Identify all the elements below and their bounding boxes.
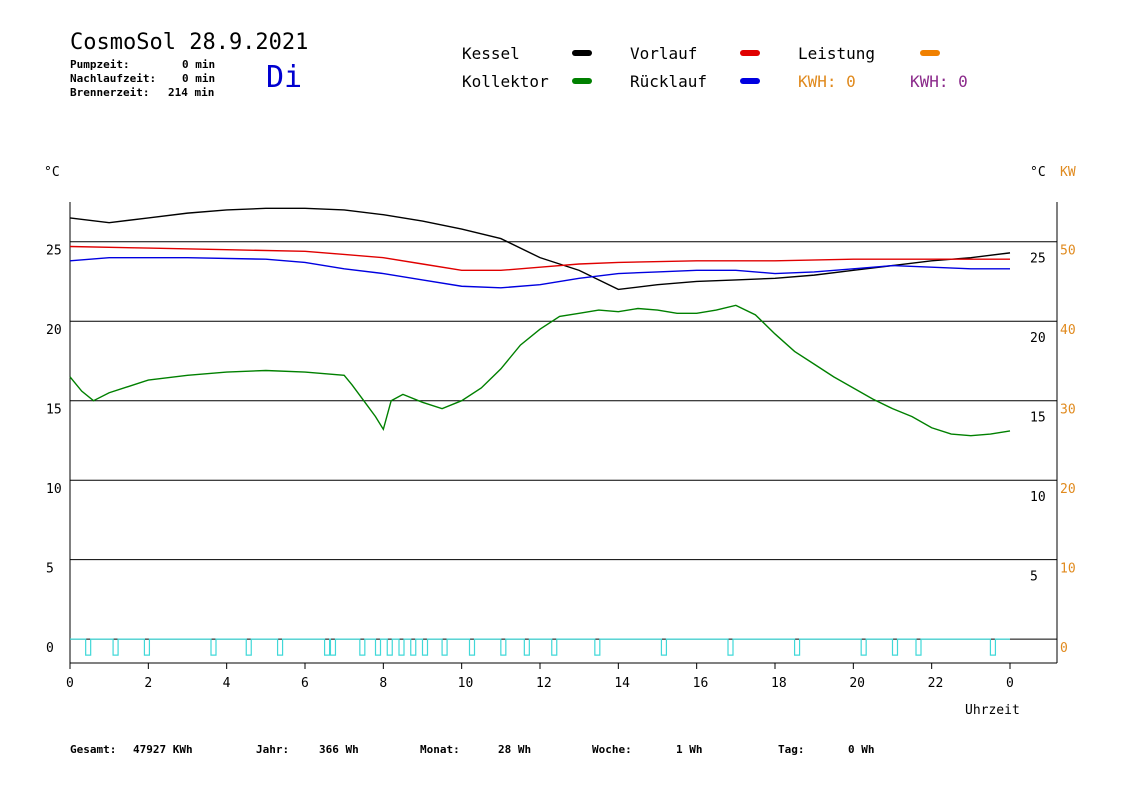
x-tick-label: 10 (458, 676, 474, 691)
x-tick-label: 0 (66, 676, 74, 691)
series-kollektor-line (69, 304, 1011, 437)
legend-vorlauf-label: Vorlauf (630, 44, 698, 63)
y-tick-label-left: 15 (46, 403, 62, 418)
y-tick-label-right-kw: 50 (1060, 244, 1076, 259)
y-tick-label-left: 5 (46, 562, 54, 577)
after-run-value: 0 min (182, 72, 216, 85)
footer-monat-label: Monat: (420, 743, 460, 756)
footer-woche-value: 1 Wh (676, 743, 703, 756)
right-axis-unit-kw: KW (1060, 165, 1076, 180)
weekday-label: Di (266, 60, 303, 95)
legend-kollektor-swatch (572, 78, 592, 84)
y-tick-label-right-c: 10 (1030, 490, 1046, 505)
y-tick-label-left: 20 (46, 323, 62, 338)
legend-leistung-swatch (920, 50, 940, 56)
y-tick-label-left: 10 (46, 482, 62, 497)
legend-kessel-label: Kessel (462, 44, 520, 63)
left-axis-unit: °C (44, 165, 60, 180)
y-tick-label-right-kw: 40 (1060, 323, 1076, 338)
y-tick-label-left: 0 (46, 641, 54, 656)
footer-tag-label: Tag: (778, 743, 805, 756)
x-tick-label: 0 (1006, 676, 1014, 691)
legend-kollektor-label: Kollektor (462, 72, 549, 91)
x-tick-label: 16 (693, 676, 709, 691)
y-tick-label-left: 25 (46, 244, 62, 259)
x-tick-label: 12 (536, 676, 552, 691)
x-tick-label: 22 (928, 676, 944, 691)
footer-woche-label: Woche: (592, 743, 632, 756)
y-tick-label-right-kw: 30 (1060, 403, 1076, 418)
x-tick-label: 14 (614, 676, 630, 691)
legend-kwh-2: KWH: 0 (910, 72, 968, 91)
footer-gesamt-label: Gesamt: (70, 743, 117, 756)
x-tick-label: 8 (379, 676, 387, 691)
series-vorlauf-line (69, 245, 1010, 272)
y-tick-label-right-kw: 20 (1060, 482, 1076, 497)
y-tick-label-right-kw: 0 (1060, 641, 1068, 656)
x-axis-label: Uhrzeit (965, 703, 1020, 718)
footer-gesamt-value: 47927 KWh (133, 743, 193, 756)
burner-time-value: 214 min (168, 86, 215, 99)
x-tick-label: 4 (223, 676, 231, 691)
x-tick-label: 20 (849, 676, 865, 691)
pump-status-line (70, 638, 1010, 656)
x-tick-label: 6 (301, 676, 309, 691)
legend-kessel-swatch (572, 50, 592, 56)
legend-kwh-1: KWH: 0 (798, 72, 856, 91)
pump-time-value: 0 min (182, 58, 216, 71)
legend-vorlauf-swatch (740, 50, 760, 56)
footer-tag-value: 0 Wh (848, 743, 875, 756)
y-tick-label-right-c: 5 (1030, 570, 1038, 585)
burner-time-label: Brennerzeit: (70, 86, 150, 99)
legend-ruecklauf-label: Rücklauf (630, 72, 708, 91)
after-run-label: Nachlaufzeit: (70, 72, 157, 85)
footer-monat-value: 28 Wh (498, 743, 532, 756)
y-tick-label-right-kw: 10 (1060, 562, 1076, 577)
series-ruecklauf-line (69, 256, 1010, 289)
footer-jahr-label: Jahr: (256, 743, 290, 756)
legend-leistung-label: Leistung (798, 44, 876, 63)
footer-jahr-value: 366 Wh (319, 743, 359, 756)
pump-time-label: Pumpzeit: (70, 58, 130, 71)
series-kessel-line (69, 207, 1011, 291)
y-tick-label-right-c: 25 (1030, 252, 1046, 267)
x-tick-label: 18 (771, 676, 787, 691)
y-tick-label-right-c: 15 (1030, 411, 1046, 426)
chart-title: CosmoSol 28.9.2021 (70, 30, 309, 55)
y-tick-label-right-c: 20 (1030, 331, 1046, 346)
x-tick-label: 2 (144, 676, 152, 691)
legend-ruecklauf-swatch (740, 78, 760, 84)
right-axis-unit: °C (1030, 165, 1046, 180)
